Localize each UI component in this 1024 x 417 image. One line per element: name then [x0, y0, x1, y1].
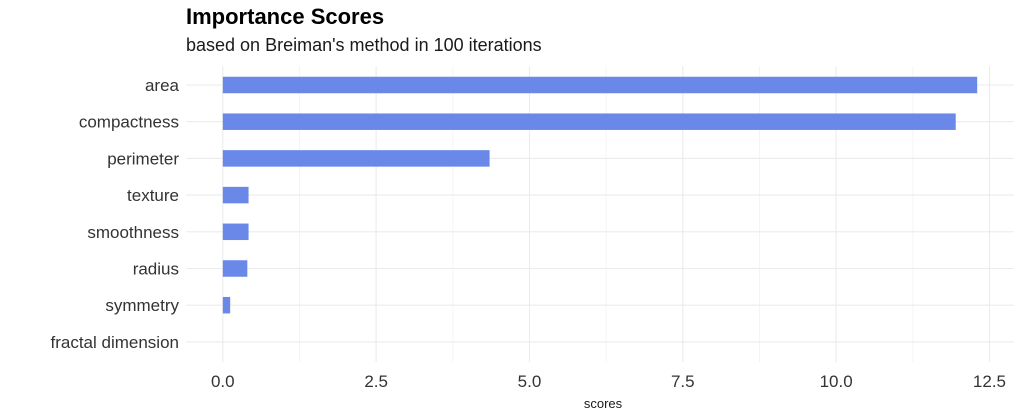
y-tick-label: fractal dimension: [50, 333, 179, 352]
x-tick-label: 0.0: [211, 372, 235, 391]
x-tick-label: 12.5: [973, 372, 1006, 391]
chart-title: Importance Scores: [186, 4, 385, 29]
bar-radius: [222, 260, 248, 277]
y-tick-label: area: [145, 76, 180, 95]
y-tick-label: compactness: [79, 113, 179, 132]
bar-smoothness: [222, 223, 249, 241]
x-tick-labels: 0.0 2.5 5.0 7.5 10.0 12.5: [211, 372, 1006, 391]
x-tick-label: 10.0: [820, 372, 853, 391]
y-tick-label: smoothness: [87, 223, 179, 242]
x-tick-label: 2.5: [364, 372, 388, 391]
y-tick-label: radius: [133, 260, 179, 279]
bar-compactness: [222, 113, 956, 130]
x-tick-label: 7.5: [671, 372, 695, 391]
x-axis-label: scores: [584, 396, 623, 411]
bars: [222, 76, 978, 314]
chart-subtitle: based on Breiman's method in 100 iterati…: [186, 35, 542, 55]
y-tick-label: perimeter: [107, 149, 179, 168]
bar-symmetry: [222, 296, 231, 314]
bar-area: [222, 76, 978, 94]
bar-texture: [222, 186, 249, 204]
y-tick-labels: area compactness perimeter texture smoothnes…: [50, 76, 179, 352]
x-tick-label: 5.0: [518, 372, 542, 391]
bar-perimeter: [222, 150, 490, 167]
grid-lines: [186, 66, 1014, 362]
y-tick-label: symmetry: [105, 296, 179, 315]
y-tick-label: texture: [127, 186, 179, 205]
